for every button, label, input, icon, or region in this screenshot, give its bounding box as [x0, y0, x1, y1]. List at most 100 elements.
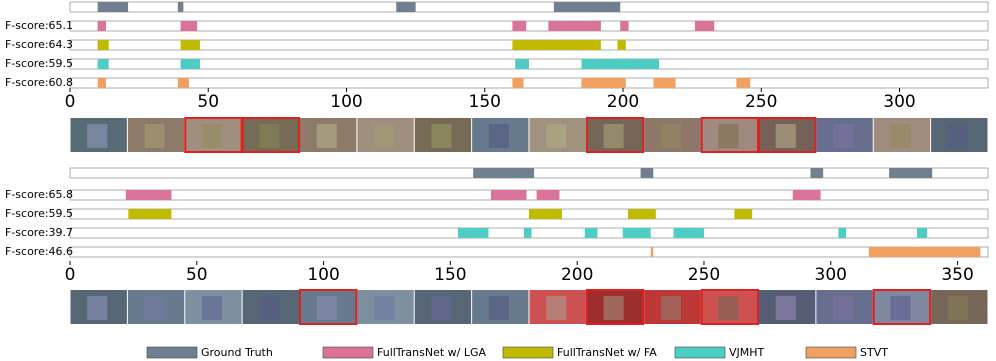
- segment: [673, 228, 704, 238]
- row-label: F-score:39.7: [5, 226, 73, 239]
- frame-detail: [374, 296, 395, 320]
- frame-detail: [603, 296, 624, 320]
- frame-detail: [87, 296, 108, 320]
- x-tick-label: 150: [434, 265, 466, 285]
- highlight-frame: [700, 289, 759, 325]
- segment: [553, 2, 621, 12]
- segment: [97, 40, 109, 50]
- frame-detail: [431, 296, 452, 320]
- segment: [916, 228, 928, 238]
- x-tick-label: 0: [65, 92, 76, 112]
- segment: [180, 40, 200, 50]
- frame-detail: [431, 124, 452, 148]
- row-label: F-score:60.8: [5, 76, 73, 89]
- segment: [125, 190, 172, 200]
- segment: [734, 209, 753, 219]
- frame-detail: [546, 296, 567, 320]
- x-tick-label: 50: [197, 92, 219, 112]
- frame-detail: [201, 296, 223, 320]
- track: [69, 189, 989, 201]
- segment: [620, 21, 629, 31]
- segment: [177, 2, 184, 12]
- legend-swatch: [146, 346, 198, 359]
- segment: [177, 78, 189, 88]
- row-label: F-score:64.3: [5, 38, 73, 51]
- x-tick-label: 350: [941, 265, 973, 285]
- row-label: F-score:65.8: [5, 188, 73, 201]
- legend-label: FullTransNet w/ LGA: [377, 346, 487, 359]
- legend-label: FullTransNet w/ FA: [557, 346, 657, 359]
- segment: [736, 78, 751, 88]
- frame-detail: [488, 296, 509, 320]
- segment: [529, 209, 562, 219]
- legend-swatch: [322, 346, 374, 359]
- segment: [97, 2, 129, 12]
- segment: [838, 228, 846, 238]
- segment: [97, 21, 106, 31]
- legend-swatch: [502, 346, 554, 359]
- segment: [473, 168, 535, 178]
- segment: [515, 59, 529, 69]
- frame-detail: [718, 296, 739, 320]
- segment: [581, 78, 626, 88]
- highlight-frame: [585, 117, 645, 153]
- segment: [617, 40, 626, 50]
- frame-detail: [259, 296, 280, 320]
- frame-detail: [775, 124, 796, 148]
- frame-detail: [144, 296, 165, 320]
- x-tick-label: 250: [745, 92, 777, 112]
- frame-detail: [660, 296, 682, 320]
- x-tick-label: 150: [469, 92, 501, 112]
- segment: [653, 78, 676, 88]
- frame-detail: [259, 124, 280, 148]
- segment: [457, 228, 489, 238]
- segment: [512, 40, 601, 50]
- segment: [627, 209, 656, 219]
- x-tick-label: 0: [65, 265, 76, 285]
- frame-detail: [316, 124, 337, 148]
- segment: [640, 168, 654, 178]
- track: [69, 1, 989, 13]
- frame-detail: [947, 296, 968, 320]
- frame-detail: [833, 124, 854, 148]
- segment: [512, 21, 527, 31]
- segment: [581, 59, 659, 69]
- frame-detail: [603, 124, 624, 148]
- highlight-frame: [758, 117, 817, 153]
- segment: [536, 190, 560, 200]
- x-tick-label: 200: [607, 92, 639, 112]
- x-tick-label: 50: [186, 265, 208, 285]
- x-tick-label: 100: [330, 92, 362, 112]
- x-tick-label: 100: [307, 265, 339, 285]
- segment: [512, 78, 524, 88]
- segment: [584, 228, 598, 238]
- legend-label: Ground Truth: [201, 346, 273, 359]
- x-tick-label: 300: [883, 92, 915, 112]
- row-label: F-score:59.5: [5, 207, 73, 220]
- segment: [810, 168, 824, 178]
- highlight-frame: [241, 117, 300, 153]
- frame-detail: [201, 124, 223, 148]
- row-label: F-score:46.6: [5, 245, 73, 258]
- segment: [97, 59, 109, 69]
- frame-detail: [947, 124, 968, 148]
- legend-swatch: [805, 346, 857, 359]
- frame-detail: [316, 296, 337, 320]
- segment: [523, 228, 532, 238]
- x-tick-label: 300: [815, 265, 847, 285]
- frame-detail: [144, 124, 165, 148]
- segment: [868, 247, 981, 257]
- segment: [180, 59, 200, 69]
- frame-detail: [833, 296, 854, 320]
- x-tick-label: 200: [561, 265, 593, 285]
- segment: [889, 168, 933, 178]
- segment: [490, 190, 527, 200]
- segment: [792, 190, 821, 200]
- frame-detail: [890, 124, 911, 148]
- frame-detail: [488, 124, 509, 148]
- segment: [622, 228, 651, 238]
- segment: [548, 21, 601, 31]
- highlight-frame: [585, 289, 645, 325]
- x-tick-label: 250: [688, 265, 720, 285]
